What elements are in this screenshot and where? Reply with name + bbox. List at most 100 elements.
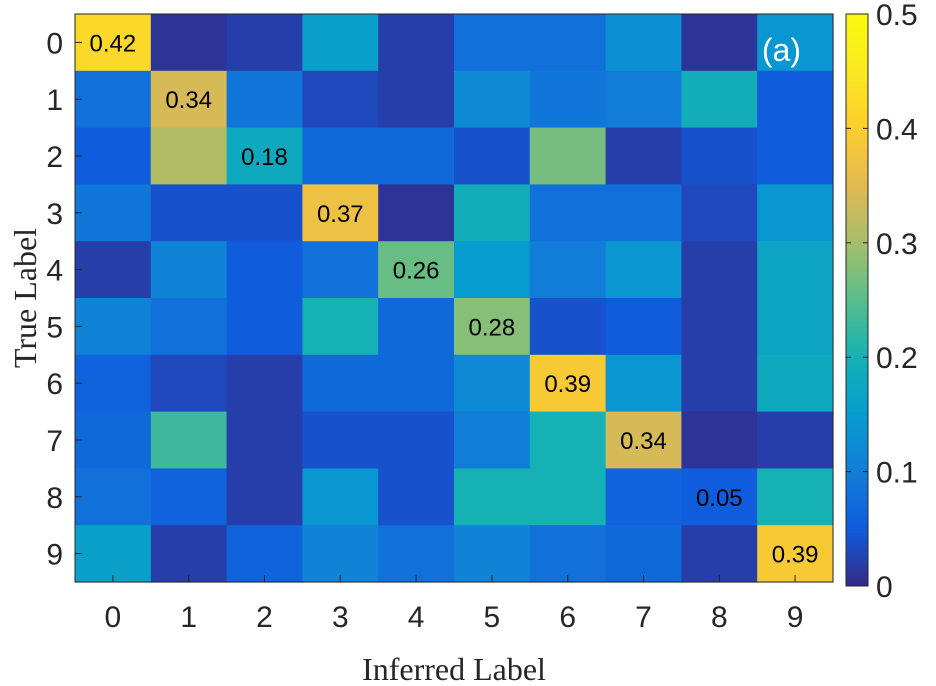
y-axis-title: True Label	[7, 228, 43, 368]
heatmap-cell	[529, 468, 607, 526]
x-tick-label: 9	[787, 601, 804, 634]
x-tick-label: 8	[711, 601, 728, 634]
heatmap-cell	[757, 525, 834, 583]
heatmap-cell	[150, 298, 228, 356]
colorbar-tick-label: 0.3	[876, 228, 918, 261]
heatmap-cell	[75, 298, 152, 356]
heatmap-cell	[75, 411, 152, 469]
y-tick-label: 2	[46, 141, 63, 174]
heatmap-cell	[529, 525, 607, 583]
heatmap-cell	[75, 241, 152, 299]
x-tick-label: 7	[635, 601, 652, 634]
heatmap-cell	[75, 127, 152, 185]
heatmap-cell	[605, 354, 682, 413]
heatmap-cell	[302, 241, 379, 299]
heatmap-cell	[605, 127, 682, 185]
colorbar-tick-label: 0.2	[876, 342, 918, 375]
heatmap-cell	[529, 241, 607, 299]
heatmap-cell	[226, 70, 303, 129]
heatmap-cell	[681, 184, 758, 242]
heatmap-cell	[378, 298, 455, 356]
heatmap-cell	[378, 70, 455, 129]
heatmap-cell	[605, 184, 682, 242]
y-tick-label: 8	[46, 482, 63, 515]
x-tick-label: 2	[256, 601, 273, 634]
colorbar-ticks: 0 0.1 0.2 0.3 0.4 0.5	[846, 0, 918, 604]
heatmap-cell	[150, 468, 228, 526]
y-tick-label: 4	[46, 255, 63, 288]
heatmap-cell	[302, 298, 379, 356]
heatmap-cell	[150, 354, 228, 413]
heatmap-cell	[529, 354, 607, 413]
x-tick-label: 0	[105, 601, 122, 634]
heatmap-cell	[378, 411, 455, 469]
cell-value-label: 0.39	[772, 542, 819, 569]
y-axis-ticks: 0 1 2 3 4 5 6 7 8 9	[46, 27, 82, 572]
x-axis-title: Inferred Label	[362, 651, 546, 686]
cell-value-label: 0.34	[620, 428, 667, 455]
heatmap-cell	[302, 354, 379, 413]
cell-value-label: 0.28	[469, 314, 516, 341]
heatmap-cell	[454, 468, 531, 526]
heatmap-cell	[150, 14, 228, 72]
heatmap-cell	[681, 411, 758, 469]
heatmap-cell	[454, 184, 531, 242]
heatmap-cell	[681, 127, 758, 185]
heatmap-cell	[150, 411, 228, 469]
heatmap-cell	[605, 241, 682, 299]
heatmap-cell	[378, 127, 455, 185]
cell-value-label: 0.34	[165, 87, 212, 114]
x-tick-label: 4	[408, 601, 425, 634]
heatmap-cell	[529, 411, 607, 469]
y-tick-label: 9	[46, 539, 63, 572]
heatmap-cell	[605, 14, 682, 72]
heatmap-cell	[226, 411, 303, 469]
heatmap-cell	[226, 127, 303, 185]
heatmap-cell	[681, 525, 758, 583]
colorbar-tick-label: 0.5	[876, 0, 918, 32]
heatmap-cell	[150, 241, 228, 299]
heatmap-cell	[378, 468, 455, 526]
x-axis-ticks: 0 1 2 3 4 5 6 7 8 9	[105, 575, 804, 634]
heatmap-cell	[605, 298, 682, 356]
heatmap-cell	[226, 184, 303, 242]
cell-value-labels: 0.42 0.34 0.18 0.37 0.26 0.28 0.39 0.34 0.05 0.39	[90, 30, 819, 568]
heatmap-cell	[150, 184, 228, 242]
heatmap-cell	[378, 525, 455, 583]
x-tick-label: 6	[559, 601, 576, 634]
heatmap-cell	[757, 411, 834, 469]
heatmap-cell	[529, 70, 607, 129]
heatmap-cell	[75, 14, 152, 72]
heatmap-cell	[757, 241, 834, 299]
heatmap-cell	[302, 127, 379, 185]
colorbar-tick-label: 0.1	[876, 457, 918, 490]
heatmap-cell	[150, 525, 228, 583]
heatmap-cell	[226, 525, 303, 583]
heatmap-cell	[454, 127, 531, 185]
heatmap-cell	[757, 354, 834, 413]
heatmap-cell	[302, 468, 379, 526]
heatmap-cell	[226, 468, 303, 526]
heatmap-cell	[681, 468, 758, 526]
heatmap-cell	[681, 241, 758, 299]
heatmap-cell	[681, 354, 758, 413]
heatmap-cell	[529, 127, 607, 185]
heatmap-cell	[757, 184, 834, 242]
heatmap-cell	[226, 14, 303, 72]
heatmap-cell	[302, 184, 379, 242]
heatmap-cell	[226, 241, 303, 299]
heatmap-cell	[226, 298, 303, 356]
heatmap-cell	[302, 14, 379, 72]
heatmap-cell	[302, 411, 379, 469]
heatmap-cell	[454, 70, 531, 129]
heatmap-cell	[75, 525, 152, 583]
cell-value-label: 0.39	[544, 371, 591, 398]
x-tick-label: 3	[332, 601, 349, 634]
heatmap-cell	[529, 298, 607, 356]
heatmap-cell	[454, 14, 531, 72]
heatmap-cell	[757, 468, 834, 526]
heatmap-cell	[454, 298, 531, 356]
heatmap-cell	[378, 184, 455, 242]
heatmap-cell	[681, 14, 758, 72]
